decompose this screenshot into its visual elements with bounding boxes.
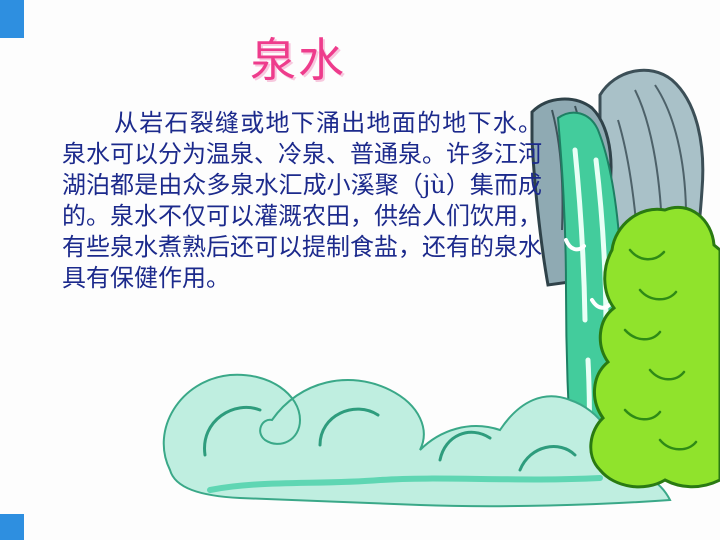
splash-foam [207, 475, 603, 493]
slide-title: 泉水 [250, 33, 346, 87]
bush [589, 205, 720, 489]
waterfall-highlights-2 [564, 238, 614, 310]
rock-back-lines [617, 84, 687, 271]
bush-leaf-lines [623, 248, 698, 451]
corner-accent-top [0, 0, 24, 38]
rock-front-lines [551, 105, 590, 231]
splash-curls [203, 405, 577, 472]
waterfall-highlights [572, 147, 609, 463]
slide-body-text: 从岩石裂缝或地下涌出地面的地下水。泉水可以分为温泉、冷泉、普通泉。许多江河湖泊都… [62, 109, 542, 292]
rock-front [530, 97, 613, 287]
corner-accent-bottom [0, 514, 24, 540]
rock-back [598, 68, 705, 332]
splash-waves [162, 373, 672, 508]
waterfall [556, 111, 624, 471]
